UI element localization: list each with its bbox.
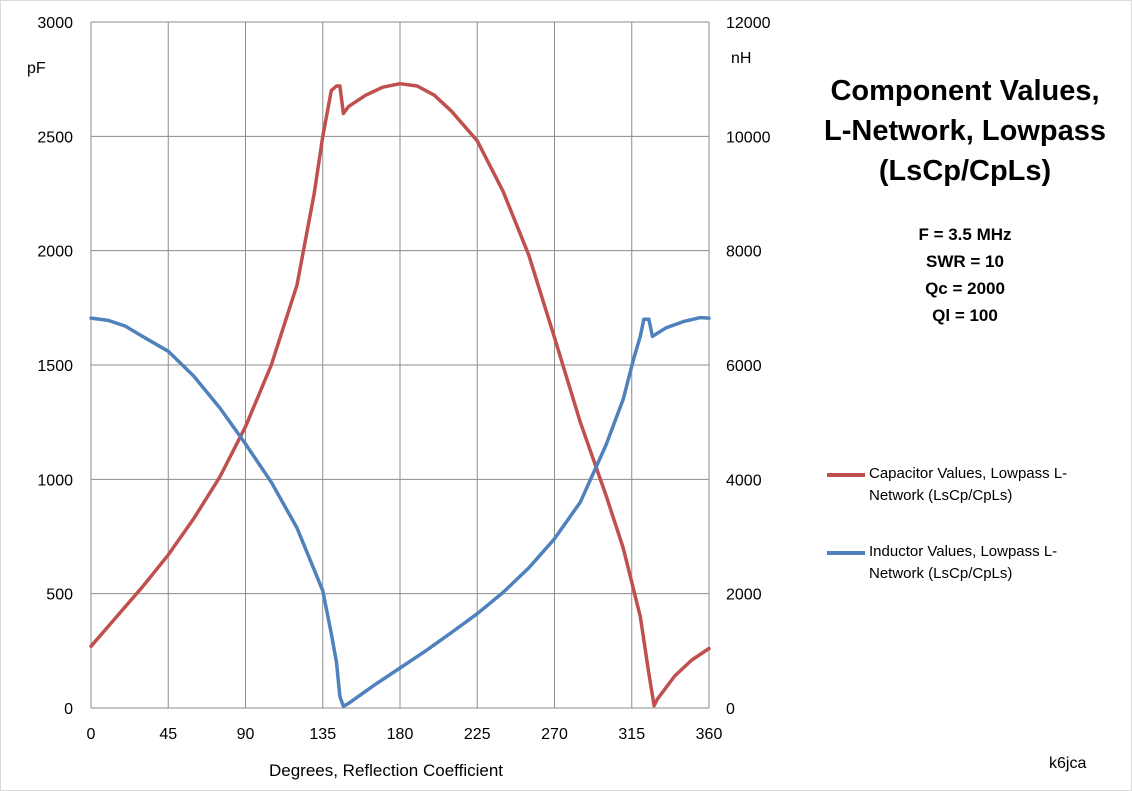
param-swr: SWR = 10 — [926, 252, 1004, 271]
credit-text: k6jca — [1049, 755, 1087, 772]
legend-swatch-capacitor — [827, 473, 865, 477]
right-y-tick-label: 0 — [726, 701, 735, 718]
param-ql: Ql = 100 — [932, 306, 998, 325]
inductor-series-line — [89, 315, 711, 709]
legend: Capacitor Values, Lowpass L-Network (LsC… — [827, 463, 1127, 619]
right-y-unit-label: nH — [731, 50, 751, 67]
left-y-tick-label: 2500 — [37, 129, 73, 146]
right-y-tick-label: 2000 — [726, 587, 762, 604]
right-y-tick-label: 6000 — [726, 358, 762, 375]
x-tick-label: 0 — [87, 726, 96, 743]
legend-item-capacitor: Capacitor Values, Lowpass L-Network (LsC… — [827, 463, 1127, 507]
x-tick-label: 45 — [159, 726, 177, 743]
x-tick-label: 180 — [387, 726, 414, 743]
chart-title: Component Values, L-Network, Lowpass (Ls… — [801, 71, 1129, 191]
legend-item-inductor: Inductor Values, Lowpass L-Network (LsCp… — [827, 541, 1127, 585]
x-tick-label: 225 — [464, 726, 491, 743]
left-y-tick-labels: 0 500 1000 1500 2000 2500 3000 — [37, 15, 73, 718]
chart-title-line-3: (LsCp/CpLs) — [878, 155, 1052, 187]
param-qc: Qc = 2000 — [925, 279, 1005, 298]
right-y-tick-label: 8000 — [726, 244, 762, 261]
right-y-tick-label: 12000 — [726, 15, 771, 32]
chart-title-line-2: L-Network, Lowpass — [824, 115, 1106, 147]
x-tick-label: 135 — [309, 726, 336, 743]
right-y-tick-labels: 0 2000 4000 6000 8000 10000 12000 — [726, 15, 771, 718]
left-y-tick-label: 0 — [64, 701, 73, 718]
legend-label-capacitor: Capacitor Values, Lowpass L-Network (LsC… — [869, 465, 1068, 504]
right-y-tick-label: 4000 — [726, 472, 762, 489]
left-y-tick-label: 1000 — [37, 472, 73, 489]
left-y-tick-label: 3000 — [37, 15, 73, 32]
left-y-tick-label: 500 — [46, 587, 73, 604]
right-y-tick-label: 10000 — [726, 129, 771, 146]
parameter-list: F = 3.5 MHz SWR = 10 Qc = 2000 Ql = 100 — [801, 221, 1129, 329]
x-tick-label: 315 — [618, 726, 645, 743]
gridlines — [90, 21, 710, 709]
x-tick-label: 90 — [237, 726, 255, 743]
series-lines — [89, 81, 711, 709]
x-tick-label: 360 — [696, 726, 723, 743]
left-y-tick-label: 1500 — [37, 358, 73, 375]
left-y-unit-label: pF — [27, 60, 46, 77]
left-y-tick-label: 2000 — [37, 244, 73, 261]
x-axis-label: Degrees, Reflection Coefficient — [269, 761, 503, 780]
chart-title-line-1: Component Values, — [830, 75, 1100, 107]
legend-swatch-inductor — [827, 551, 865, 555]
x-tick-label: 270 — [541, 726, 568, 743]
x-tick-labels: 0 45 90 135 180 225 270 315 360 — [87, 726, 723, 743]
param-frequency: F = 3.5 MHz — [918, 225, 1012, 244]
legend-label-inductor: Inductor Values, Lowpass L-Network (LsCp… — [869, 543, 1058, 582]
